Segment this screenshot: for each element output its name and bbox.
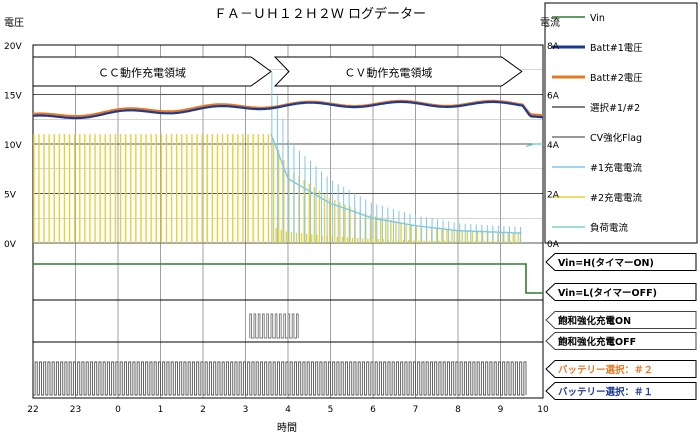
badge-cv-off-label: 飽和強化充電OFF (557, 336, 636, 348)
right-axis-label: 電流 (540, 16, 560, 29)
x-tick-label: 4 (285, 405, 291, 415)
badge-batt2-shape (545, 360, 697, 378)
y-left-tick-label: 20V (4, 42, 22, 52)
x-tick-label: 5 (328, 405, 334, 415)
legend-label: #2充電電流 (590, 192, 643, 204)
x-axis-label: 時間 (277, 422, 297, 434)
legend-label: Vin (590, 13, 605, 24)
badge-vin-high-label: Vin=H(タイマーON) (558, 257, 654, 269)
series-vin-line (33, 263, 543, 294)
badge-cv-on-shape (545, 311, 697, 329)
series-select-line (33, 361, 527, 396)
phase-label: ＣＶ動作充電領域 (344, 66, 432, 80)
badge-cv-off-shape (545, 332, 697, 350)
y-left-tick-label: 5V (4, 191, 17, 201)
x-tick-label: 22 (27, 405, 38, 415)
badge-vin-low-shape (545, 283, 697, 301)
y-right-tick-label: 6A (547, 92, 560, 102)
series-load-current-line (525, 143, 543, 148)
x-tick-label: 23 (70, 405, 81, 415)
x-tick-label: 8 (455, 405, 461, 415)
x-tick-label: 9 (498, 405, 504, 415)
left-axis-label: 電圧 (4, 17, 24, 29)
series-batt1-voltage-line (32, 100, 544, 120)
logic-badges: Vin=H(タイマーON) Vin=L(タイマーOFF) 飽和強化充電ON 飽和強化充… (545, 253, 697, 400)
badge-batt1-label: バッテリー選択：＃１ (558, 386, 653, 398)
legend-label: 負荷電流 (590, 222, 629, 234)
series-cv-flag-line (249, 313, 299, 339)
legend-label: CV強化Flag (590, 132, 642, 144)
y-right-tick-label: 8A (547, 42, 560, 52)
y-left-tick-label: 10V (4, 141, 22, 151)
badge-vin-low-label: Vin=L(タイマーOFF) (558, 287, 657, 299)
phase-arrows: ＣＣ動作充電領域 ＣＶ動作充電領域 (32, 56, 523, 87)
y-left-tick-label: 15V (4, 92, 22, 102)
legend-label: Batt#1電圧 (590, 43, 643, 54)
phase-arrow (32, 56, 272, 87)
y-right-tick-label: 2A (547, 191, 560, 201)
series-1-current-line (270, 133, 522, 234)
y-left-tick-label: 0V (4, 240, 17, 250)
legend-label: #1充電電流 (590, 162, 643, 174)
badge-batt2-label: バッテリー選択：＃２ (558, 364, 653, 376)
badge-vin-high-shape (545, 253, 697, 271)
phase-label: ＣＣ動作充電領域 (98, 66, 186, 80)
logic-panels (33, 263, 543, 399)
phase-arrow (273, 56, 523, 87)
chart-title: ＦＡ－ＵＨ１２Ｈ２Ｗ ログデーター (214, 6, 426, 22)
x-tick-label: 3 (243, 405, 249, 415)
badge-cv-on-label: 飽和強化充電ON (557, 315, 631, 327)
badge-batt1-shape (545, 382, 697, 400)
series-layer (32, 72, 544, 243)
x-tick-label: 1 (158, 405, 164, 415)
legend-box (544, 2, 698, 244)
x-tick-label: 0 (115, 405, 121, 415)
x-tick-label: 10 (537, 405, 549, 415)
legend-label: Batt#2電圧 (590, 73, 643, 84)
y-right-tick-label: 0A (547, 240, 560, 250)
x-tick-label: 6 (370, 405, 376, 415)
x-tick-label: 7 (413, 405, 419, 415)
y-right-tick-label: 4A (547, 141, 560, 151)
legend-label: 選択#1/#2 (590, 102, 640, 114)
x-tick-label: 2 (200, 405, 206, 415)
